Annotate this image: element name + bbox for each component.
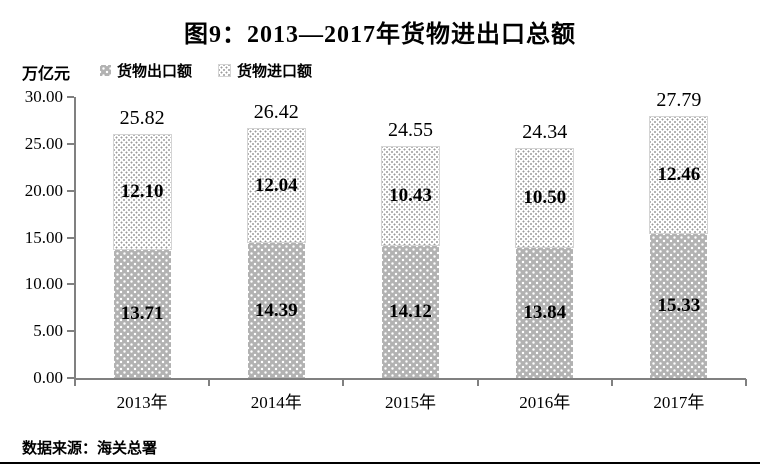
total-value-label: 26.42 [253,101,299,124]
chart-title: 图9：2013—2017年货物进出口总额 [184,22,576,48]
x-category-label: 2013年 [116,393,168,412]
x-category-label: 2017年 [653,393,705,412]
x-tick-mark [476,379,479,386]
x-tick-mark [745,379,747,386]
x-tick-mark [610,379,613,386]
legend-entry-export: 货物出口额 [100,60,192,81]
bar-segment-import: 10.50 [515,148,575,249]
import-swatch-icon [218,64,232,77]
import-value-label: 12.46 [657,164,701,186]
y-axis-unit-label: 万亿元 [22,66,71,83]
export-swatch-icon [100,65,111,76]
total-value-label: 24.34 [522,121,568,143]
y-tick-label: 25.00 [24,133,63,153]
y-tick-mark [67,377,74,379]
y-tick-label: 0.00 [33,368,63,387]
data-source-note: 数据来源：海关总署 [22,440,158,457]
legend-import-label: 货物进口额 [237,63,313,80]
export-value-label: 14.12 [389,300,432,322]
bar-segment-import: 12.46 [649,115,709,235]
y-tick-mark [67,96,74,98]
bar-segment-export: 14.12 [382,245,439,378]
y-tick-mark [67,330,74,333]
bar-segment-import: 12.10 [112,134,172,250]
import-value-label: 10.43 [389,184,432,206]
import-value-label: 12.10 [120,180,164,202]
bar-segment-export: 15.33 [650,234,708,378]
bar-segment-import: 10.43 [381,146,440,246]
y-tick-label: 20.00 [24,180,63,200]
y-tick-mark [67,189,74,192]
import-value-label: 12.04 [254,174,298,196]
y-tick-label: 10.00 [24,274,63,294]
x-category-label: 2016年 [519,393,571,412]
y-tick-label: 15.00 [24,227,63,247]
x-category-label: 2014年 [250,393,302,412]
total-value-label: 27.79 [656,88,702,111]
bar-segment-export: 13.84 [516,248,574,378]
bar-segment-export: 13.71 [113,249,171,378]
bar-segment-export: 14.39 [247,243,305,378]
y-axis-line [74,97,76,378]
bar-segment-import: 12.04 [246,128,306,244]
import-value-label: 10.50 [523,187,567,209]
plot-area: 0.00 5.00 10.00 15.00 20.00 25.00 30.00 13.71 12… [25,87,747,412]
export-value-label: 14.39 [254,299,298,321]
total-value-label: 25.82 [119,107,165,130]
y-tick-mark [67,142,74,145]
legend: 货物出口额 货物进口额 [100,60,312,81]
x-category-label: 2015年 [385,393,436,412]
x-tick-mark [74,379,76,386]
y-tick-label: 5.00 [33,321,63,341]
export-value-label: 13.71 [120,302,164,324]
y-tick-mark [67,236,74,239]
total-value-label: 24.55 [388,119,433,142]
export-value-label: 13.84 [523,302,567,324]
x-tick-mark [208,379,211,386]
legend-entry-import: 货物进口额 [218,60,312,81]
y-tick-mark [67,283,74,286]
x-tick-mark [342,379,345,386]
legend-export-label: 货物出口额 [117,63,193,80]
x-axis-line [74,378,746,380]
export-value-label: 15.33 [657,295,701,317]
y-tick-label: 30.00 [24,87,63,106]
